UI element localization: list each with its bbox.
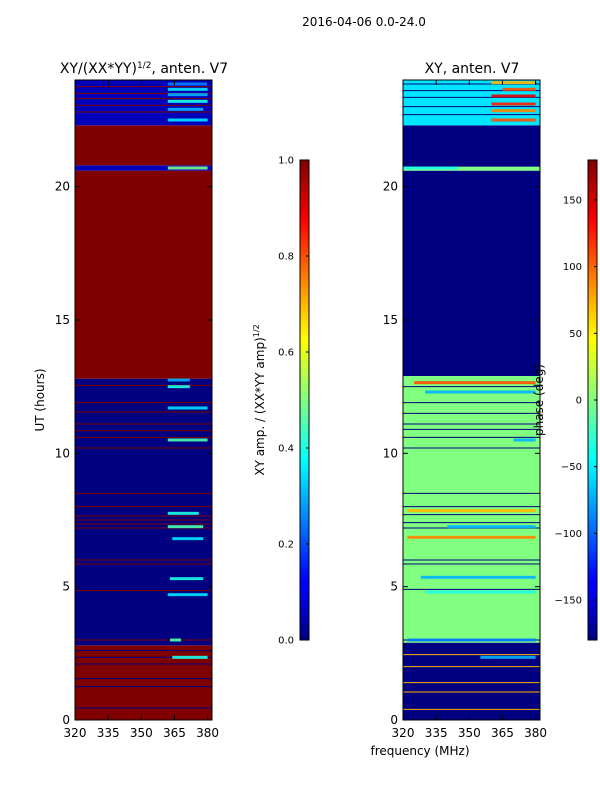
- colorbar-tick-label: 0.6: [278, 348, 294, 359]
- heatmap-speckle: [170, 638, 182, 642]
- x-tick-label: 320: [392, 726, 415, 740]
- y-axis-ticks: 0 5 10 15 20: [383, 180, 540, 727]
- panel-phase: XY, anten. V7 320 335 350 365 380 0 5 10 15 20 f…: [370, 61, 598, 758]
- colorbar-ticks: 0.0 0.2 0.4 0.6 0.8 1.0: [278, 156, 309, 647]
- panel-title: XY/(XX*YY)1/2, anten. V7: [60, 61, 228, 77]
- y-tick-label: 0: [62, 713, 70, 727]
- heatmap-speckle: [167, 385, 190, 389]
- heatmap-speckle: [425, 390, 536, 394]
- y-axis-ticks: 0 5 10 15 20: [55, 180, 212, 727]
- heatmap: [403, 80, 540, 720]
- colorbar-tick-label: −50: [561, 462, 582, 473]
- heatmap-speckle: [491, 94, 536, 98]
- heatmap-speckle: [491, 118, 536, 122]
- x-axis-label: frequency (MHz): [370, 744, 469, 758]
- x-tick-label: 350: [130, 726, 153, 740]
- panel-title: XY, anten. V7: [425, 61, 520, 77]
- heatmap: [75, 80, 212, 720]
- heatmap-speckle: [480, 655, 536, 659]
- heatmap-speckle: [167, 438, 208, 442]
- y-tick-label: 10: [55, 446, 70, 460]
- heatmap-speckle: [420, 575, 536, 579]
- heatmap-speckle: [407, 535, 536, 539]
- colorbar-tick-label: 50: [569, 329, 582, 340]
- y-axis-label: UT (hours): [33, 368, 47, 431]
- heatmap-speckle: [502, 87, 536, 91]
- colorbar-tick-label: 1.0: [278, 156, 294, 167]
- heatmap-speckle: [167, 118, 208, 122]
- x-tick-label: 350: [458, 726, 481, 740]
- y-tick-label: 15: [55, 313, 70, 327]
- heatmap-speckle: [167, 107, 204, 111]
- heatmap-speckle: [172, 655, 208, 659]
- y-tick-label: 0: [390, 713, 398, 727]
- heatmap-band: [403, 125, 540, 167]
- heatmap-band: [75, 170, 212, 379]
- colorbar-label: phase (deg): [532, 364, 546, 436]
- heatmap-speckle: [167, 82, 208, 86]
- heatmap-speckle: [167, 87, 208, 91]
- x-tick-label: 320: [64, 726, 87, 740]
- heatmap-speckle: [167, 525, 204, 529]
- heatmap-speckle: [491, 109, 536, 113]
- colorbar-tick-label: 0.2: [278, 540, 294, 551]
- heatmap-speckle: [414, 381, 536, 385]
- y-tick-label: 15: [383, 313, 398, 327]
- colorbar-tick-label: 150: [563, 196, 582, 207]
- panel-amplitude-ratio: XY/(XX*YY)1/2, anten. V7 320 335 350 365 380…: [33, 61, 310, 740]
- colorbar-tick-label: 0.0: [278, 636, 294, 647]
- heatmap-band: [75, 125, 212, 166]
- y-tick-label: 20: [55, 180, 70, 194]
- x-axis-ticks: 320 335 350 365 380: [392, 80, 547, 740]
- heatmap-speckle: [167, 378, 190, 382]
- x-tick-label: 365: [163, 726, 186, 740]
- colorbar-tick-label: −150: [555, 596, 582, 607]
- x-tick-label: 380: [196, 726, 219, 740]
- colorbar-tick-label: 0: [576, 396, 582, 407]
- x-tick-label: 335: [425, 726, 448, 740]
- heatmap-speckle: [167, 166, 208, 170]
- colorbar-tick-label: 100: [563, 262, 582, 273]
- heatmap-speckle: [491, 81, 536, 85]
- plot-frame: [402, 79, 541, 721]
- heatmap-speckle: [172, 537, 204, 541]
- heatmap-speckle: [407, 509, 536, 513]
- x-tick-label: 365: [491, 726, 514, 740]
- colorbar-tick-label: 0.4: [278, 444, 294, 455]
- colorbar: [299, 159, 310, 641]
- colorbar-tick-label: −100: [555, 529, 582, 540]
- y-tick-label: 5: [62, 580, 70, 594]
- heatmap-speckle: [425, 590, 536, 594]
- x-tick-label: 335: [97, 726, 120, 740]
- y-tick-label: 20: [383, 180, 398, 194]
- heatmap-speckle: [407, 638, 536, 642]
- heatmap-speckle: [170, 577, 204, 581]
- heatmap-speckle: [513, 438, 536, 442]
- y-tick-label: 5: [390, 580, 398, 594]
- figure-suptitle: 2016-04-06 0.0-24.0: [302, 15, 426, 29]
- colorbar-ticks: −150 −100 −50 0 50 100 150: [555, 196, 597, 607]
- x-axis-ticks: 320 335 350 365 380: [64, 80, 219, 740]
- heatmap-band: [403, 166, 540, 171]
- heatmap-speckle: [167, 93, 208, 97]
- heatmap-speckle: [403, 166, 459, 170]
- heatmap-speckle: [167, 511, 199, 515]
- x-tick-label: 380: [524, 726, 547, 740]
- heatmap-speckle: [491, 102, 536, 106]
- heatmap-band: [403, 170, 540, 376]
- colorbar-tick-label: 0.8: [278, 252, 294, 263]
- colorbar-label: XY amp. / (XX*YY amp)1/2: [252, 324, 267, 475]
- heatmap-band: [75, 165, 212, 171]
- heatmap-speckle: [167, 593, 208, 597]
- heatmap-speckle: [447, 525, 536, 529]
- heatmap-speckle: [167, 406, 208, 410]
- plot-frame: [74, 79, 213, 721]
- heatmap-band: [403, 642, 540, 720]
- y-tick-label: 10: [383, 446, 398, 460]
- heatmap-speckle: [167, 99, 208, 103]
